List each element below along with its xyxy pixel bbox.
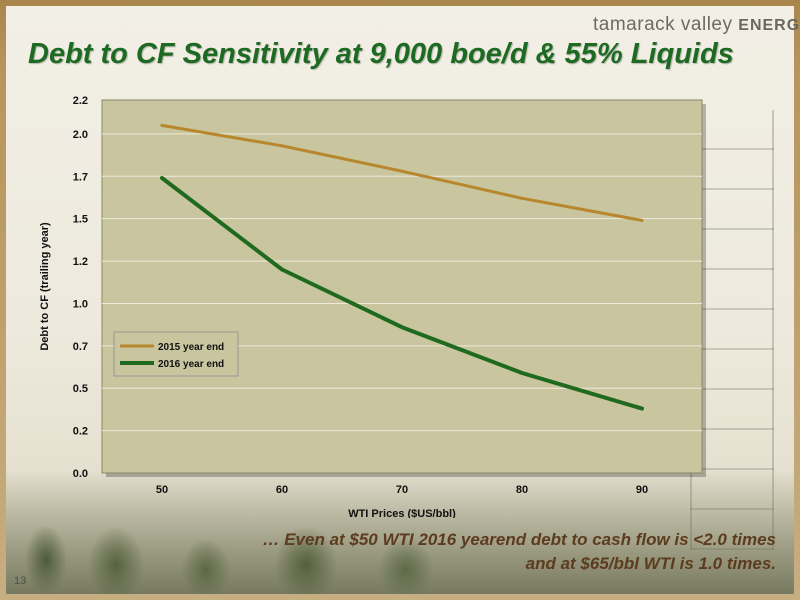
brand-logo: tamarack valley ENERGY — [593, 14, 800, 36]
y-tick-label: 1.0 — [73, 298, 88, 310]
y-tick-label: 0.7 — [73, 341, 88, 353]
y-tick-label: 2.2 — [73, 95, 88, 107]
y-tick-label: 2.0 — [73, 129, 88, 141]
brand-name: tamarack valley — [593, 14, 733, 35]
y-tick-label: 1.2 — [73, 256, 88, 268]
caption: … Even at $50 WTI 2016 yearend debt to c… — [262, 528, 776, 576]
y-tick-label: 0.2 — [73, 426, 88, 438]
plot-area — [101, 99, 703, 474]
data-point — [520, 371, 524, 375]
data-point — [640, 407, 644, 411]
data-point — [160, 176, 164, 180]
caption-line-2: and at $65/bbl WTI is 1.0 times. — [525, 554, 776, 573]
x-tick-label: 90 — [636, 484, 648, 496]
caption-line-1: … Even at $50 WTI 2016 yearend debt to c… — [262, 530, 776, 549]
x-tick-label: 80 — [516, 484, 528, 496]
background-forest-image — [6, 470, 794, 594]
legend-box — [113, 331, 239, 377]
x-tick-label: 70 — [396, 484, 408, 496]
y-tick-label: 1.5 — [73, 214, 88, 226]
data-point — [640, 218, 644, 222]
legend-label: 2015 year end — [158, 342, 224, 353]
x-axis-label: WTI Prices ($US/bbl) — [348, 508, 456, 518]
slide-number: 13 — [14, 575, 27, 587]
y-tick-label: 1.7 — [73, 171, 88, 183]
y-axis-label: Debt to CF (trailing year) — [39, 222, 51, 351]
data-point — [280, 268, 284, 272]
data-point — [280, 144, 284, 148]
data-point — [400, 169, 404, 173]
x-tick-label: 50 — [156, 484, 168, 496]
y-tick-label: 0.5 — [73, 383, 88, 395]
line-chart: 0.0 0.2 0.5 0.7 1.0 1.2 1.5 1.7 2.0 2.2 50 60 70 80 90… — [39, 95, 706, 518]
data-point — [520, 196, 524, 200]
y-tick-label: 0.0 — [73, 468, 88, 480]
x-tick-label: 60 — [276, 484, 288, 496]
data-point — [400, 325, 404, 329]
page-title: Debt to CF Sensitivity at 9,000 boe/d & … — [28, 38, 734, 70]
brand-suffix: ENERGY — [738, 17, 800, 34]
legend-label: 2016 year end — [158, 359, 224, 370]
data-point — [160, 123, 164, 127]
